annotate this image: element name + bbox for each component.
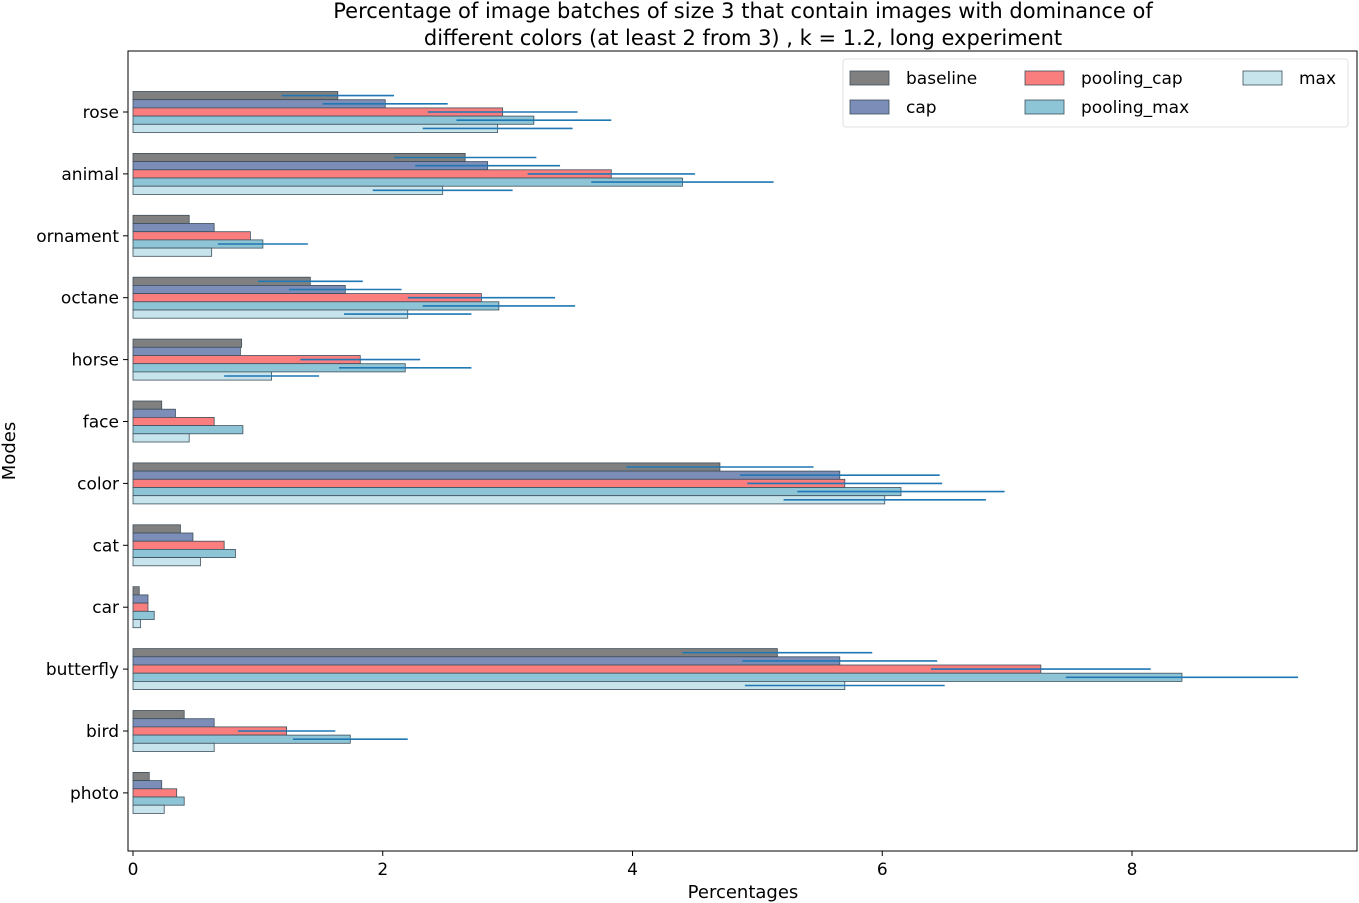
x-tick-label-4: 4 <box>627 860 638 880</box>
bar-pooling_max-butterfly <box>132 672 1183 682</box>
y-tick-label-face: face <box>83 413 119 433</box>
legend-label-pooling_cap: pooling_cap <box>1081 69 1183 89</box>
plot-area <box>127 50 1358 852</box>
legend-label-max: max <box>1299 69 1336 89</box>
y-tick-label-bird: bird <box>86 722 119 742</box>
y-tick-label-horse: horse <box>72 351 119 371</box>
bar-max-butterfly <box>132 681 846 691</box>
bar-pooling_cap-cat <box>132 540 225 550</box>
bar-cap-horse <box>132 346 241 356</box>
bar-pooling_max-face <box>132 425 244 435</box>
y-tick-label-rose: rose <box>83 103 119 123</box>
bar-cap-butterfly <box>132 656 841 666</box>
bar-baseline-ornament <box>132 214 190 224</box>
chart-title-line-1: Percentage of image batches of size 3 th… <box>333 0 1153 23</box>
bar-max-bird <box>132 742 215 752</box>
legend-label-baseline: baseline <box>906 69 977 89</box>
chart-title: Percentage of image batches of size 3 th… <box>333 0 1153 50</box>
bar-pooling_cap-car <box>132 602 149 612</box>
x-tick-label-8: 8 <box>1127 860 1138 880</box>
bar-cap-ornament <box>132 223 215 233</box>
legend-frame <box>842 58 1349 128</box>
bar-pooling_cap-face <box>132 416 215 426</box>
bar-baseline-cat <box>132 524 181 534</box>
y-tick-label-butterfly: butterfly <box>46 660 119 680</box>
bar-pooling_cap-ornament <box>132 231 251 241</box>
bar-cap-color <box>132 470 841 480</box>
bar-cap-car <box>132 594 149 604</box>
bar-max-ornament <box>132 247 213 257</box>
y-tick-label-cat: cat <box>93 536 120 556</box>
bar-pooling_max-cat <box>132 549 236 559</box>
bar-baseline-horse <box>132 338 243 348</box>
legend-swatch-baseline <box>849 70 890 86</box>
legend-swatch-pooling_max <box>1024 99 1065 115</box>
legend-swatch-cap <box>849 99 890 115</box>
bar-cap-photo <box>132 780 163 790</box>
error-bars-group <box>217 94 1299 741</box>
y-tick-label-octane: octane <box>61 289 119 309</box>
y-tick-label-animal: animal <box>61 165 119 185</box>
y-tick-label-color: color <box>77 474 119 494</box>
bar-pooling_max-color <box>132 487 902 497</box>
legend-label-cap: cap <box>906 98 937 118</box>
y-tick-label-photo: photo <box>70 784 119 804</box>
bar-baseline-bird <box>132 710 185 720</box>
legend-swatch-pooling_cap <box>1024 70 1065 86</box>
bar-max-face <box>132 433 190 443</box>
legend-label-pooling_max: pooling_max <box>1081 98 1189 118</box>
bar-cap-cat <box>132 532 194 542</box>
bar-baseline-butterfly <box>132 648 778 658</box>
bar-pooling_cap-color <box>132 478 846 488</box>
bar-max-car <box>132 619 141 629</box>
bar-baseline-car <box>132 586 140 596</box>
y-tick-label-car: car <box>92 598 119 618</box>
bar-baseline-face <box>132 400 163 410</box>
bar-pooling_cap-butterfly <box>132 664 1042 674</box>
x-axis-label: Percentages <box>688 882 799 903</box>
bar-pooling_max-photo <box>132 796 185 806</box>
bar-max-color <box>132 495 886 505</box>
y-axis-label: Modes <box>0 422 20 480</box>
bars-group <box>132 91 1183 814</box>
bar-baseline-photo <box>132 772 150 782</box>
bar-pooling_max-car <box>132 610 155 620</box>
legend: baseline cap pooling_cap pooling_max max <box>842 58 1349 128</box>
y-tick-label-ornament: ornament <box>36 227 119 247</box>
bar-pooling_cap-photo <box>132 788 178 798</box>
legend-swatch-max <box>1242 70 1283 86</box>
x-tick-label-0: 0 <box>128 860 139 880</box>
chart-title-line-2: different colors (at least 2 from 3) , k… <box>424 26 1062 50</box>
y-axis-ticks: rose animal ornament octane horse face color ca… <box>36 103 128 804</box>
x-axis-ticks: 0 2 4 6 8 <box>128 851 1138 880</box>
x-tick-label-2: 2 <box>377 860 388 880</box>
x-tick-label-6: 6 <box>877 860 888 880</box>
bar-cap-face <box>132 408 176 418</box>
bar-max-photo <box>132 804 165 814</box>
bar-cap-bird <box>132 718 215 728</box>
bar-max-cat <box>132 557 201 567</box>
